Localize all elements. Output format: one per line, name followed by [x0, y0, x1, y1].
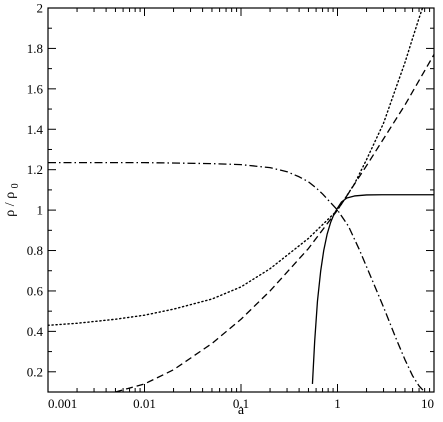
y-tick-label: 1: [37, 203, 44, 218]
x-tick-label: 0.01: [133, 396, 156, 411]
x-axis-label: a: [238, 403, 245, 418]
series-line-dashed: [115, 54, 434, 392]
y-tick-label: 0.4: [27, 324, 44, 339]
y-tick-label: 1.6: [27, 81, 44, 96]
tick-labels-group: 0.001 0.01 0.1 1 10 0.2 0.4 0.6 0.8 1 1.2 1.4 1.6 1.8…: [27, 1, 434, 412]
plot-frame: [47, 7, 435, 393]
series-line-dashdot: [48, 161, 426, 392]
y-tick-label: 0.8: [27, 243, 43, 258]
y-axis-label-main: ρ / ρ: [3, 192, 18, 217]
x-tick-label: 0.001: [48, 396, 77, 411]
x-tick-label: 1: [334, 396, 341, 411]
series-line-solid: [311, 194, 434, 384]
y-tick-label: 0.6: [27, 283, 44, 298]
y-axis-label-subscript: 0: [10, 183, 21, 188]
ticks-group: [47, 7, 435, 393]
y-tick-label: 1.4: [27, 122, 44, 137]
y-tick-label: 0.2: [27, 364, 43, 379]
x-tick-label: 0.1: [233, 396, 249, 411]
series-line-dotted: [48, 8, 424, 327]
x-tick-label: 10: [421, 396, 434, 411]
y-tick-label: 1.8: [27, 41, 43, 56]
y-axis-label: ρ / ρ 0: [3, 183, 21, 216]
y-tick-label: 1.2: [27, 162, 43, 177]
series-group: [48, 8, 434, 392]
y-tick-label: 2: [37, 1, 44, 16]
